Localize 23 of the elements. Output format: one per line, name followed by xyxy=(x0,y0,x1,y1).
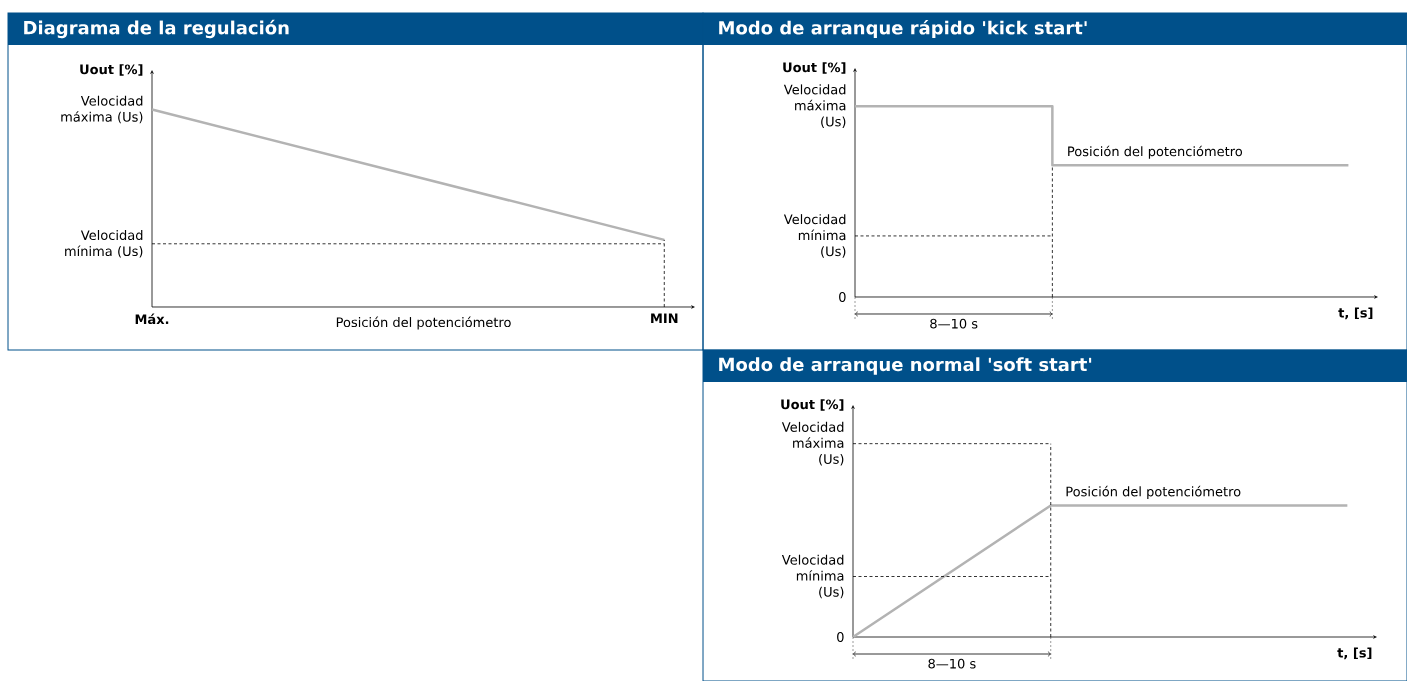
x-axis-title: t, [s] xyxy=(1338,307,1373,320)
text: 0 xyxy=(837,632,844,642)
text: Posición del potenciómetro xyxy=(1066,485,1241,499)
annotation: Velocidad máxima (Us) xyxy=(783,84,846,128)
chart-title: Modo de arranque normal 'soft start' xyxy=(719,357,1092,375)
text: 8—10 s xyxy=(928,658,976,669)
ref-line-label: Velocidad mínima (Us) xyxy=(783,214,846,258)
y-axis-title: Uout [%] xyxy=(781,399,844,411)
x-axis-title: t, [s] xyxy=(1337,647,1372,660)
y-axis-title: Uout [%] xyxy=(783,62,846,74)
y-axis-title: Uout [%] xyxy=(80,64,143,76)
chart-title: Diagrama de la regulación xyxy=(24,19,289,39)
ref-line-label: Velocidad mínima (Us) xyxy=(781,554,844,599)
chart-title: Modo de arranque rápido 'kick start' xyxy=(719,19,1087,39)
text: 8—10 s xyxy=(930,318,978,329)
x-tick-label: MIN xyxy=(651,313,678,324)
annotation: 0 xyxy=(839,292,846,302)
ref-line-label: Velocidad mínima (Us) xyxy=(65,230,143,258)
annotation: Posición del potenciómetro xyxy=(1068,145,1243,159)
x-axis-title: Posición del potenciómetro xyxy=(336,316,511,330)
ref-line-label: Velocidad máxima (Us) xyxy=(781,421,844,466)
annotation: Velocidad máxima (Us) xyxy=(61,95,143,124)
x-tick-label: Máx. xyxy=(135,313,169,325)
